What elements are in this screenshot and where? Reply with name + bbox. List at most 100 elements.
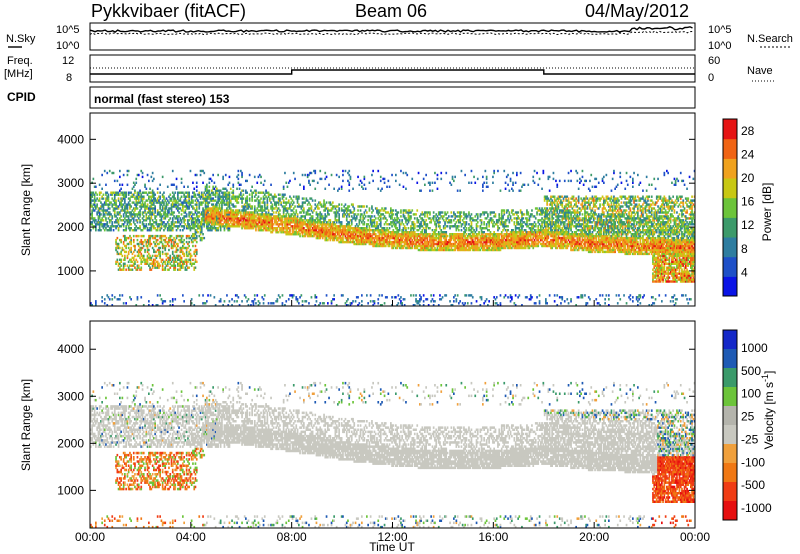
power-cell	[182, 209, 184, 212]
power-cell	[453, 248, 455, 252]
power-cell	[183, 252, 185, 256]
power-cell	[371, 219, 373, 222]
power-cell	[463, 217, 465, 220]
power-cell	[463, 211, 465, 214]
power-cell	[355, 227, 358, 230]
power-cell	[140, 296, 143, 299]
power-cell	[353, 229, 356, 232]
power-cell	[432, 248, 435, 252]
power-cell	[141, 199, 144, 202]
power-cell	[431, 240, 434, 244]
power-cell	[207, 189, 209, 192]
power-cell	[217, 197, 219, 200]
power-cell	[410, 227, 412, 230]
power-cell	[177, 262, 179, 265]
power-cell	[185, 201, 188, 204]
power-cell	[344, 229, 347, 232]
power-cell	[407, 209, 410, 212]
power-cell	[120, 191, 122, 194]
power-cell	[397, 302, 400, 305]
power-cell	[416, 236, 419, 240]
power-cell	[453, 233, 455, 236]
power-cell	[410, 229, 412, 232]
power-cell	[265, 223, 267, 226]
power-cell	[142, 223, 145, 226]
power-cell	[149, 221, 151, 224]
power-cell	[158, 201, 160, 204]
power-cell	[324, 215, 327, 218]
power-cell	[402, 227, 405, 230]
power-cell	[301, 233, 304, 236]
power-cell	[308, 213, 310, 216]
power-cell	[298, 203, 300, 206]
power-cell	[270, 201, 272, 204]
power-cell	[295, 209, 298, 212]
power-cell	[145, 262, 148, 265]
power-cell	[359, 227, 362, 230]
power-cell	[301, 223, 304, 226]
power-cell	[463, 238, 465, 242]
power-cell	[357, 205, 359, 208]
power-cell	[192, 213, 194, 216]
power-cell	[267, 221, 270, 224]
power-cell	[384, 296, 387, 299]
nave-tick-1: 60	[708, 55, 720, 67]
power-cell	[246, 191, 248, 194]
power-cell	[392, 234, 395, 238]
power-cell	[364, 231, 367, 234]
power-cell	[292, 221, 295, 224]
power-cell	[287, 227, 290, 230]
power-cell	[240, 223, 242, 226]
power-cell	[144, 205, 146, 208]
power-cell	[137, 217, 140, 220]
power-cell	[366, 225, 368, 228]
power-cell	[450, 215, 453, 218]
power-cell	[217, 193, 219, 196]
power-cell	[139, 219, 141, 222]
power-cell	[178, 203, 180, 206]
power-cell	[132, 181, 135, 184]
power-cell	[325, 233, 328, 236]
power-cell	[203, 197, 206, 200]
power-cell	[422, 238, 425, 242]
power-cell	[465, 236, 468, 240]
power-cell	[316, 181, 319, 184]
power-cell	[149, 207, 151, 210]
power-cell	[204, 199, 207, 202]
power-cell	[145, 242, 148, 246]
power-cell	[464, 173, 466, 177]
power-cell	[184, 205, 187, 208]
power-cell	[113, 203, 116, 206]
power-cell	[444, 234, 446, 238]
power-cell	[368, 233, 371, 236]
power-cell	[174, 250, 177, 254]
power-cell	[348, 227, 351, 230]
power-cell	[397, 294, 400, 297]
power-cell	[358, 302, 361, 305]
power-cell	[219, 298, 222, 301]
power-cell	[350, 203, 353, 206]
power-cell	[366, 294, 368, 297]
power-cell	[352, 211, 354, 214]
power-cell	[348, 223, 351, 226]
power-cell	[431, 246, 434, 250]
power-cell	[281, 215, 284, 218]
power-cell	[281, 205, 284, 208]
power-cell	[458, 246, 460, 250]
power-cell	[139, 211, 141, 214]
power-cell	[101, 225, 103, 228]
power-cell	[461, 302, 464, 305]
power-cell	[390, 215, 392, 218]
power-cell	[306, 203, 309, 206]
power-cell	[204, 193, 207, 196]
power-cell	[192, 205, 194, 208]
power-cell	[308, 181, 310, 184]
power-cell	[146, 244, 149, 248]
power-cell	[269, 213, 271, 216]
power-cell	[337, 211, 339, 214]
power-cell	[328, 213, 330, 216]
power-cell	[325, 236, 328, 240]
power-cell	[306, 225, 309, 228]
power-cell	[435, 227, 438, 230]
power-cell	[393, 233, 396, 236]
